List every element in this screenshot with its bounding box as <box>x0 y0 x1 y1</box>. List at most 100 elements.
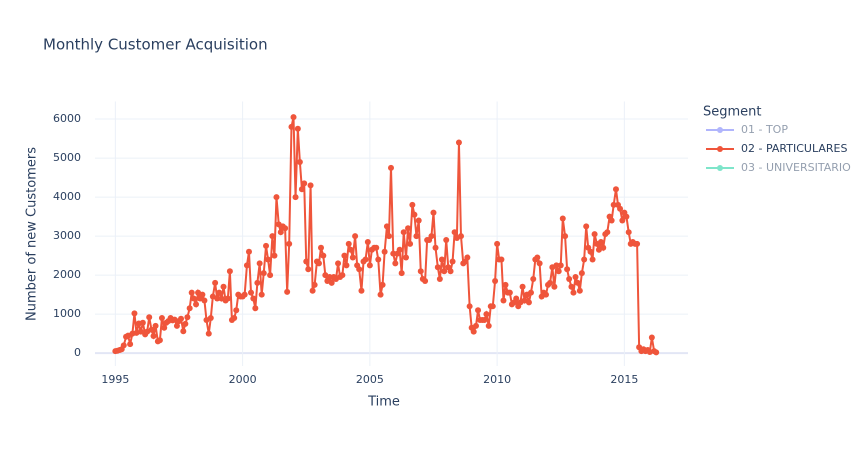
data-point <box>286 240 293 247</box>
data-point <box>205 330 212 337</box>
data-point <box>475 307 482 314</box>
data-point <box>485 322 492 329</box>
legend[interactable]: 01 - TOP 02 - PARTICULARES 03 - UNIVERSITA… <box>706 123 851 174</box>
data-point <box>625 229 632 236</box>
data-point <box>377 291 384 298</box>
data-point <box>335 260 342 267</box>
data-point <box>587 248 594 255</box>
data-point <box>415 217 422 224</box>
data-point <box>604 229 611 236</box>
data-point <box>466 303 473 310</box>
data-point <box>271 252 278 259</box>
data-point <box>284 288 291 295</box>
data-point <box>298 186 305 193</box>
data-point <box>267 272 274 279</box>
data-point <box>574 279 581 286</box>
data-point <box>212 279 219 286</box>
data-point <box>207 315 214 322</box>
data-point <box>432 244 439 251</box>
legend-label[interactable]: 01 - TOP <box>741 123 788 136</box>
data-point <box>269 233 276 240</box>
data-point <box>296 158 303 165</box>
data-point <box>405 225 412 232</box>
legend-item[interactable]: 01 - TOP <box>706 123 788 136</box>
data-point <box>152 322 159 329</box>
data-point <box>256 260 263 267</box>
data-point <box>305 266 312 273</box>
data-point <box>513 295 520 302</box>
data-point <box>292 194 299 201</box>
data-point <box>387 164 394 171</box>
data-point <box>347 246 354 253</box>
data-point <box>422 277 429 284</box>
data-point <box>597 238 604 245</box>
data-point <box>536 260 543 267</box>
data-point <box>373 244 380 251</box>
data-point <box>409 201 416 208</box>
data-point <box>449 258 456 265</box>
data-point <box>309 287 316 294</box>
data-point <box>226 268 233 275</box>
data-point <box>506 289 513 296</box>
data-point <box>150 332 157 339</box>
data-point <box>492 277 499 284</box>
legend-label[interactable]: 02 - PARTICULARES <box>741 142 847 155</box>
x-tick-label: 2015 <box>610 373 638 386</box>
y-tick-label: 6000 <box>53 112 81 125</box>
y-tick-label: 5000 <box>53 151 81 164</box>
data-point <box>525 299 532 306</box>
data-point <box>464 254 471 261</box>
data-point <box>443 236 450 243</box>
data-point <box>250 295 257 302</box>
data-point <box>282 225 289 232</box>
data-point <box>358 287 365 294</box>
data-point <box>470 328 477 335</box>
plot-area <box>112 114 660 356</box>
data-point <box>290 114 297 121</box>
legend-item[interactable]: 03 - UNIVERSITARIO <box>706 161 851 174</box>
data-point <box>581 256 588 263</box>
y-tick-label: 2000 <box>53 268 81 281</box>
y-tick-label: 0 <box>74 346 81 359</box>
legend-item[interactable]: 02 - PARTICULARES <box>706 142 847 155</box>
data-point <box>318 244 325 251</box>
data-point <box>182 320 189 327</box>
data-point <box>139 319 146 326</box>
data-point <box>417 268 424 275</box>
data-point <box>190 295 197 302</box>
data-point <box>411 211 418 218</box>
data-point <box>494 240 501 247</box>
data-point <box>653 349 660 356</box>
data-point <box>364 238 371 245</box>
data-point <box>568 283 575 290</box>
data-point <box>576 287 583 294</box>
data-point <box>362 256 369 263</box>
data-point <box>457 233 464 240</box>
legend-label[interactable]: 03 - UNIVERSITARIO <box>741 161 851 174</box>
data-point <box>441 268 448 275</box>
data-point <box>294 125 301 132</box>
data-point <box>184 314 191 321</box>
data-point <box>413 233 420 240</box>
data-point <box>564 266 571 273</box>
data-point <box>555 268 562 275</box>
data-point <box>438 256 445 263</box>
y-tick-label: 1000 <box>53 307 81 320</box>
data-point <box>572 274 579 281</box>
data-point <box>352 233 359 240</box>
data-point <box>530 276 537 283</box>
x-tick-label: 2005 <box>356 373 384 386</box>
data-point <box>199 291 206 298</box>
data-point <box>542 291 549 298</box>
data-point <box>610 201 617 208</box>
data-point <box>648 334 655 341</box>
data-point <box>383 223 390 230</box>
data-point <box>349 254 356 261</box>
data-point <box>498 256 505 263</box>
data-point <box>608 217 615 224</box>
data-point <box>156 337 163 344</box>
legend-marker <box>717 127 723 133</box>
data-point <box>243 262 250 269</box>
data-point <box>233 307 240 314</box>
